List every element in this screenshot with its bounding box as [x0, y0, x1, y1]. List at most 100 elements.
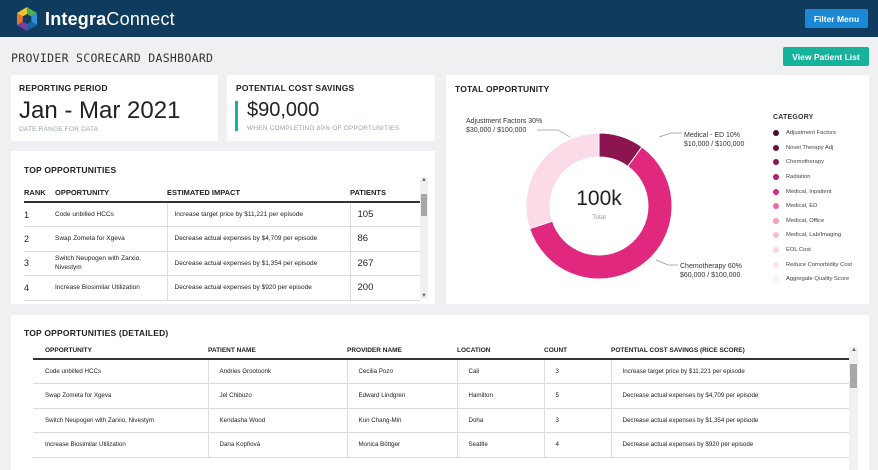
count-cell: 3 — [543, 408, 611, 433]
legend-dot-icon — [773, 217, 779, 224]
legend-item[interactable]: Reduce Comorbidity Cost — [773, 257, 852, 272]
rank-cell: 2 — [24, 226, 55, 252]
legend-label: Reduce Comorbidity Cost — [786, 261, 853, 268]
legend-item[interactable]: EOL Cost — [773, 243, 852, 258]
brand-logo[interactable]: IntegraConnect — [14, 6, 175, 32]
legend-dot-icon — [773, 174, 779, 181]
legend-label: Radiation — [786, 174, 811, 181]
rank-cell: 3 — [24, 251, 55, 276]
legend-label: EOL Cost — [786, 247, 811, 254]
table-row[interactable]: 3 Switch Neupogen with Zarxio, Nivestym … — [24, 251, 420, 276]
count-cell: 4 — [543, 432, 611, 458]
legend-label: Novel Therapy Adj — [786, 144, 834, 151]
legend-item[interactable]: Medical, ED — [773, 199, 852, 214]
column-header[interactable]: POTENTIAL COST SAVINGS (RICE SCORE) — [611, 343, 851, 360]
table-row[interactable]: 4 Increase Biosimilar Utilization Decrea… — [24, 275, 420, 301]
top-opportunities-card: TOP OPPORTUNITIES RANK OPPORTUNITY ESTIM… — [11, 151, 435, 304]
total-opportunity-title: TOTAL OPPORTUNITY — [455, 84, 550, 94]
reporting-period-card: REPORTING PERIOD Jan - Mar 2021 DATE RAN… — [11, 75, 218, 141]
patients-cell: 267 — [349, 251, 420, 276]
legend-dot-icon — [773, 203, 779, 210]
legend-item[interactable]: Medical, Lab/Imaging — [773, 228, 852, 243]
opportunity-cell: Switch Neupogen with Zarxio, Nivestym — [55, 251, 167, 276]
detailed-table: OPPORTUNITY PATIENT NAME PROVIDER NAME L… — [33, 343, 851, 458]
count-cell: 5 — [543, 383, 611, 409]
legend-item[interactable]: Medical, Inpatient — [773, 184, 852, 199]
legend-item[interactable]: Adjustment Factors — [773, 126, 852, 141]
opportunity-cell: Switch Neupogen with Zarxio, Nivestym — [33, 408, 208, 433]
opportunity-cell: Increase Biosimilar Utilization — [55, 275, 167, 301]
impact-cell: Increase target price by $11,221 per epi… — [166, 202, 350, 227]
donut-center-label: Total — [592, 214, 606, 221]
legend-item[interactable]: Radiation — [773, 170, 852, 185]
table-row[interactable]: 2 Swap Zometa for Xgeva Decrease actual … — [24, 226, 420, 252]
top-opportunities-scrollbar[interactable]: ▲ ▼ — [420, 177, 428, 299]
reporting-period-sub: DATE RANGE FOR DATA — [19, 126, 99, 133]
column-header[interactable]: COUNT — [544, 343, 611, 360]
cost-savings-sub: WHEN COMPLETING 80% OF OPPORTUNITIES — [247, 125, 400, 132]
column-header[interactable]: PROVIDER NAME — [347, 343, 457, 360]
legend-dot-icon — [773, 159, 779, 166]
filter-menu-button[interactable]: Filter Menu — [805, 9, 868, 28]
opportunity-cell: Swap Zometa for Xgeva — [55, 226, 167, 252]
rank-cell: 4 — [24, 275, 55, 301]
view-patient-list-button[interactable]: View Patient List — [783, 47, 869, 66]
column-header[interactable]: OPPORTUNITY — [55, 184, 167, 203]
page-title: PROVIDER SCORECARD DASHBOARD — [11, 51, 214, 65]
legend-label: Medical, Inpatient — [786, 188, 832, 195]
impact-cell: Decrease actual expenses by $4,709 per e… — [166, 226, 350, 252]
legend-label: Medical, Lab/Imaging — [786, 232, 842, 239]
legend-item[interactable]: Medical, Office — [773, 214, 852, 229]
top-bar: IntegraConnect Filter Menu — [0, 0, 878, 37]
reporting-period-value: Jan - Mar 2021 — [19, 97, 181, 124]
detailed-title: TOP OPPORTUNITIES (DETAILED) — [24, 328, 169, 338]
legend-item[interactable]: Aggregate Quality Score — [773, 272, 852, 287]
provider-name-cell: Edward Lindgren — [346, 383, 457, 409]
donut-slice-adjustment-factors[interactable] — [525, 132, 600, 230]
table-row[interactable]: Increase Biosimilar Utilization Dana Kop… — [33, 432, 851, 458]
legend-label: Adjustment Factors — [786, 130, 836, 137]
column-header[interactable]: LOCATION — [457, 343, 544, 360]
column-header[interactable]: OPPORTUNITY — [33, 343, 208, 360]
total-opportunity-card: TOTAL OPPORTUNITY 100k Total Adjustment … — [446, 75, 869, 304]
donut-chart — [525, 132, 673, 280]
detailed-scrollbar[interactable]: ▲ — [849, 347, 858, 470]
patient-name-cell: Kendasha Wood — [207, 408, 347, 433]
savings-cell: Decrease actual expenses by $920 per epi… — [610, 432, 851, 458]
legend-item[interactable]: Novel Therapy Adj — [773, 141, 852, 156]
legend-label: Aggregate Quality Score — [786, 276, 850, 283]
cost-savings-label: POTENTIAL COST SAVINGS — [236, 83, 355, 93]
location-cell: Doha — [456, 408, 544, 433]
legend-dot-icon — [773, 144, 779, 151]
table-row[interactable]: Switch Neupogen with Zarxio, Nivestym Ke… — [33, 408, 851, 433]
scrollbar-thumb[interactable] — [850, 364, 857, 388]
scrollbar-thumb[interactable] — [421, 194, 427, 216]
scroll-up-icon[interactable]: ▲ — [421, 177, 427, 183]
chart-legend: CATEGORY Adjustment Factors Novel Therapy… — [773, 114, 852, 287]
impact-cell: Decrease actual expenses by $1,354 per e… — [166, 251, 350, 276]
patients-cell: 86 — [349, 226, 420, 252]
savings-cell: Decrease actual expenses by $4,709 per e… — [610, 383, 851, 409]
patient-name-cell: Dana Kopfiová — [207, 432, 347, 458]
opportunity-cell: Code unbilled HCCs — [55, 202, 167, 227]
legend-title: CATEGORY — [773, 114, 814, 121]
leader-lines — [537, 129, 682, 266]
scroll-down-icon[interactable]: ▼ — [421, 293, 427, 299]
table-row[interactable]: 1 Code unbilled HCCs Increase target pri… — [24, 202, 420, 227]
accent-bar — [235, 101, 238, 131]
column-header[interactable]: PATIENT NAME — [208, 343, 347, 360]
annotation-chemo: Chemotherapy 60% $60,000 / $100,000 — [680, 263, 742, 279]
table-row[interactable]: Swap Zometa for Xgeva Jel Chibuzo Edward… — [33, 383, 851, 409]
table-row[interactable]: Code unbilled HCCs Andries Grootoonk Cec… — [33, 359, 851, 384]
top-opportunities-table: RANK OPPORTUNITY ESTIMATED IMPACT PATIEN… — [24, 184, 420, 301]
column-header[interactable]: PATIENTS — [350, 184, 420, 203]
column-header[interactable]: RANK — [24, 184, 55, 203]
legend-label: Chemotherapy — [786, 159, 825, 166]
donut-center-value: 100k — [576, 187, 622, 210]
donut-slice-chemotherapy[interactable] — [528, 146, 673, 280]
scroll-up-icon[interactable]: ▲ — [851, 347, 857, 353]
brand-name: IntegraConnect — [45, 8, 175, 29]
column-header[interactable]: ESTIMATED IMPACT — [167, 184, 350, 203]
legend-item[interactable]: Chemotherapy — [773, 155, 852, 170]
savings-cell: Decrease actual expenses by $1,354 per e… — [610, 408, 851, 433]
